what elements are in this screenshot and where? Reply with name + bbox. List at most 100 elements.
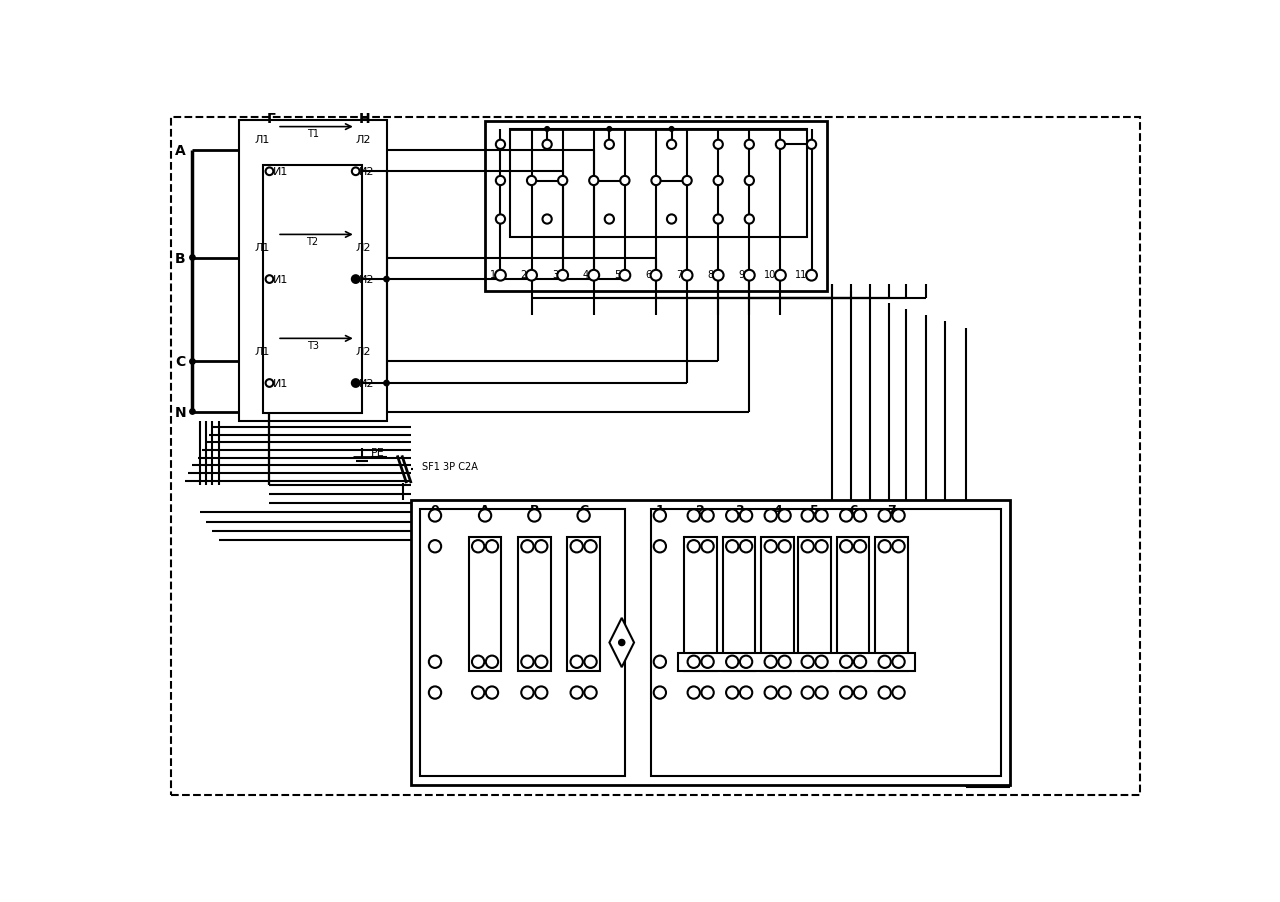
Circle shape bbox=[778, 540, 791, 553]
Circle shape bbox=[815, 656, 828, 668]
Circle shape bbox=[892, 656, 905, 668]
Circle shape bbox=[429, 686, 442, 699]
Text: Л2: Л2 bbox=[356, 134, 371, 144]
Circle shape bbox=[687, 656, 700, 668]
Text: 8: 8 bbox=[708, 271, 713, 281]
Circle shape bbox=[840, 686, 852, 699]
Circle shape bbox=[687, 686, 700, 699]
Circle shape bbox=[650, 271, 662, 281]
Circle shape bbox=[521, 540, 534, 553]
Text: 11: 11 bbox=[795, 271, 806, 281]
Circle shape bbox=[353, 277, 358, 282]
Text: 6: 6 bbox=[849, 503, 858, 516]
Circle shape bbox=[669, 127, 673, 132]
Circle shape bbox=[745, 216, 754, 225]
Circle shape bbox=[878, 656, 891, 668]
Circle shape bbox=[806, 141, 817, 150]
Circle shape bbox=[892, 540, 905, 553]
Circle shape bbox=[585, 656, 596, 668]
Circle shape bbox=[384, 381, 389, 386]
Circle shape bbox=[189, 410, 195, 415]
Circle shape bbox=[764, 540, 777, 553]
Circle shape bbox=[801, 510, 814, 522]
Circle shape bbox=[745, 141, 754, 150]
Bar bbox=[762, 538, 794, 671]
Text: 5: 5 bbox=[810, 503, 819, 516]
Circle shape bbox=[521, 656, 534, 668]
Circle shape bbox=[571, 686, 582, 699]
Text: И2: И2 bbox=[358, 379, 374, 389]
Text: 7: 7 bbox=[676, 271, 682, 281]
Bar bbox=[468, 538, 502, 671]
Circle shape bbox=[527, 177, 536, 186]
Circle shape bbox=[571, 540, 582, 553]
Bar bbox=[685, 538, 717, 671]
Text: 10: 10 bbox=[764, 271, 776, 281]
Circle shape bbox=[618, 640, 625, 646]
Circle shape bbox=[801, 686, 814, 699]
Text: 9: 9 bbox=[739, 271, 745, 281]
Text: 4: 4 bbox=[582, 271, 589, 281]
Bar bbox=[485, 122, 827, 291]
Circle shape bbox=[726, 686, 739, 699]
Circle shape bbox=[840, 510, 852, 522]
Circle shape bbox=[486, 656, 498, 668]
Circle shape bbox=[607, 127, 612, 132]
Circle shape bbox=[713, 141, 723, 150]
Circle shape bbox=[815, 686, 828, 699]
Circle shape bbox=[854, 686, 867, 699]
Circle shape bbox=[654, 656, 666, 668]
Text: 4: 4 bbox=[773, 503, 782, 516]
Circle shape bbox=[472, 686, 484, 699]
Text: 2: 2 bbox=[521, 271, 527, 281]
Circle shape bbox=[815, 510, 828, 522]
Circle shape bbox=[654, 540, 666, 553]
Circle shape bbox=[585, 540, 596, 553]
Circle shape bbox=[521, 686, 534, 699]
Circle shape bbox=[713, 177, 723, 186]
Circle shape bbox=[840, 656, 852, 668]
Circle shape bbox=[529, 510, 540, 522]
Bar bbox=[652, 510, 1001, 776]
Circle shape bbox=[571, 656, 582, 668]
Circle shape bbox=[726, 656, 739, 668]
Circle shape bbox=[778, 510, 791, 522]
Circle shape bbox=[745, 177, 754, 186]
Circle shape bbox=[654, 510, 666, 522]
Text: Т3: Т3 bbox=[307, 340, 319, 350]
Circle shape bbox=[701, 510, 714, 522]
Circle shape bbox=[878, 510, 891, 522]
Circle shape bbox=[604, 141, 614, 150]
Text: Л1: Л1 bbox=[253, 346, 270, 356]
Text: 3: 3 bbox=[552, 271, 558, 281]
Circle shape bbox=[535, 540, 548, 553]
Text: 2: 2 bbox=[696, 503, 705, 516]
Circle shape bbox=[189, 255, 195, 261]
Text: И2: И2 bbox=[358, 167, 374, 177]
Text: Л1: Л1 bbox=[253, 243, 270, 253]
Circle shape bbox=[589, 271, 599, 281]
Bar bbox=[518, 538, 550, 671]
Text: Л2: Л2 bbox=[356, 346, 371, 356]
Circle shape bbox=[764, 510, 777, 522]
Bar bbox=[420, 510, 625, 776]
Text: Н: Н bbox=[360, 112, 371, 126]
Circle shape bbox=[726, 540, 739, 553]
Circle shape bbox=[801, 540, 814, 553]
Circle shape bbox=[701, 656, 714, 668]
Circle shape bbox=[384, 277, 389, 282]
Circle shape bbox=[701, 686, 714, 699]
Bar bbox=[837, 538, 869, 671]
Text: И2: И2 bbox=[358, 275, 374, 285]
Circle shape bbox=[892, 510, 905, 522]
Circle shape bbox=[545, 127, 549, 132]
Circle shape bbox=[687, 510, 700, 522]
Circle shape bbox=[535, 656, 548, 668]
Circle shape bbox=[621, 177, 630, 186]
Circle shape bbox=[682, 271, 692, 281]
Circle shape bbox=[495, 177, 506, 186]
Bar bbox=[876, 538, 908, 671]
Text: B: B bbox=[530, 503, 539, 516]
Circle shape bbox=[778, 656, 791, 668]
Circle shape bbox=[266, 276, 274, 283]
